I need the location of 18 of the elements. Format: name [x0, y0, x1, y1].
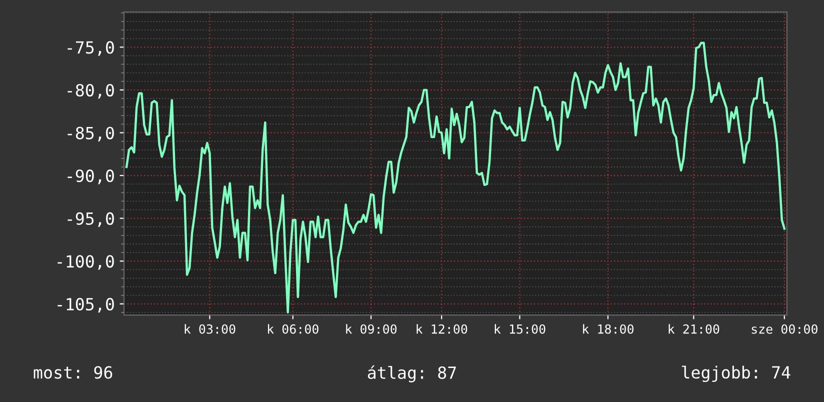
y-tick-label: -100,0	[58, 255, 114, 270]
x-tick-label: k 15:00	[494, 324, 546, 334]
x-tick-label: k 12:00	[416, 324, 468, 334]
y-tick-label: -75,0	[68, 41, 114, 56]
y-tick-label: -105,0	[58, 298, 114, 313]
x-tick-label: k 18:00	[583, 324, 634, 334]
text: legjobb: 74	[682, 366, 790, 382]
x-tick-label: sze 00:00	[752, 324, 818, 334]
x-tick-label: k 21:00	[668, 324, 720, 334]
y-tick-label: -95,0	[68, 212, 114, 228]
y-tick-label: -85,0	[68, 126, 114, 142]
text: most: 96	[34, 366, 112, 379]
y-tick-label: -80,0	[68, 84, 114, 99]
x-tick-label: k 09:00	[346, 324, 397, 334]
text: átlag: 87	[368, 365, 456, 382]
x-tick-label: k 03:00	[184, 324, 236, 334]
x-tick-label: k 06:00	[268, 324, 318, 334]
y-tick-label: -90,0	[68, 170, 114, 184]
